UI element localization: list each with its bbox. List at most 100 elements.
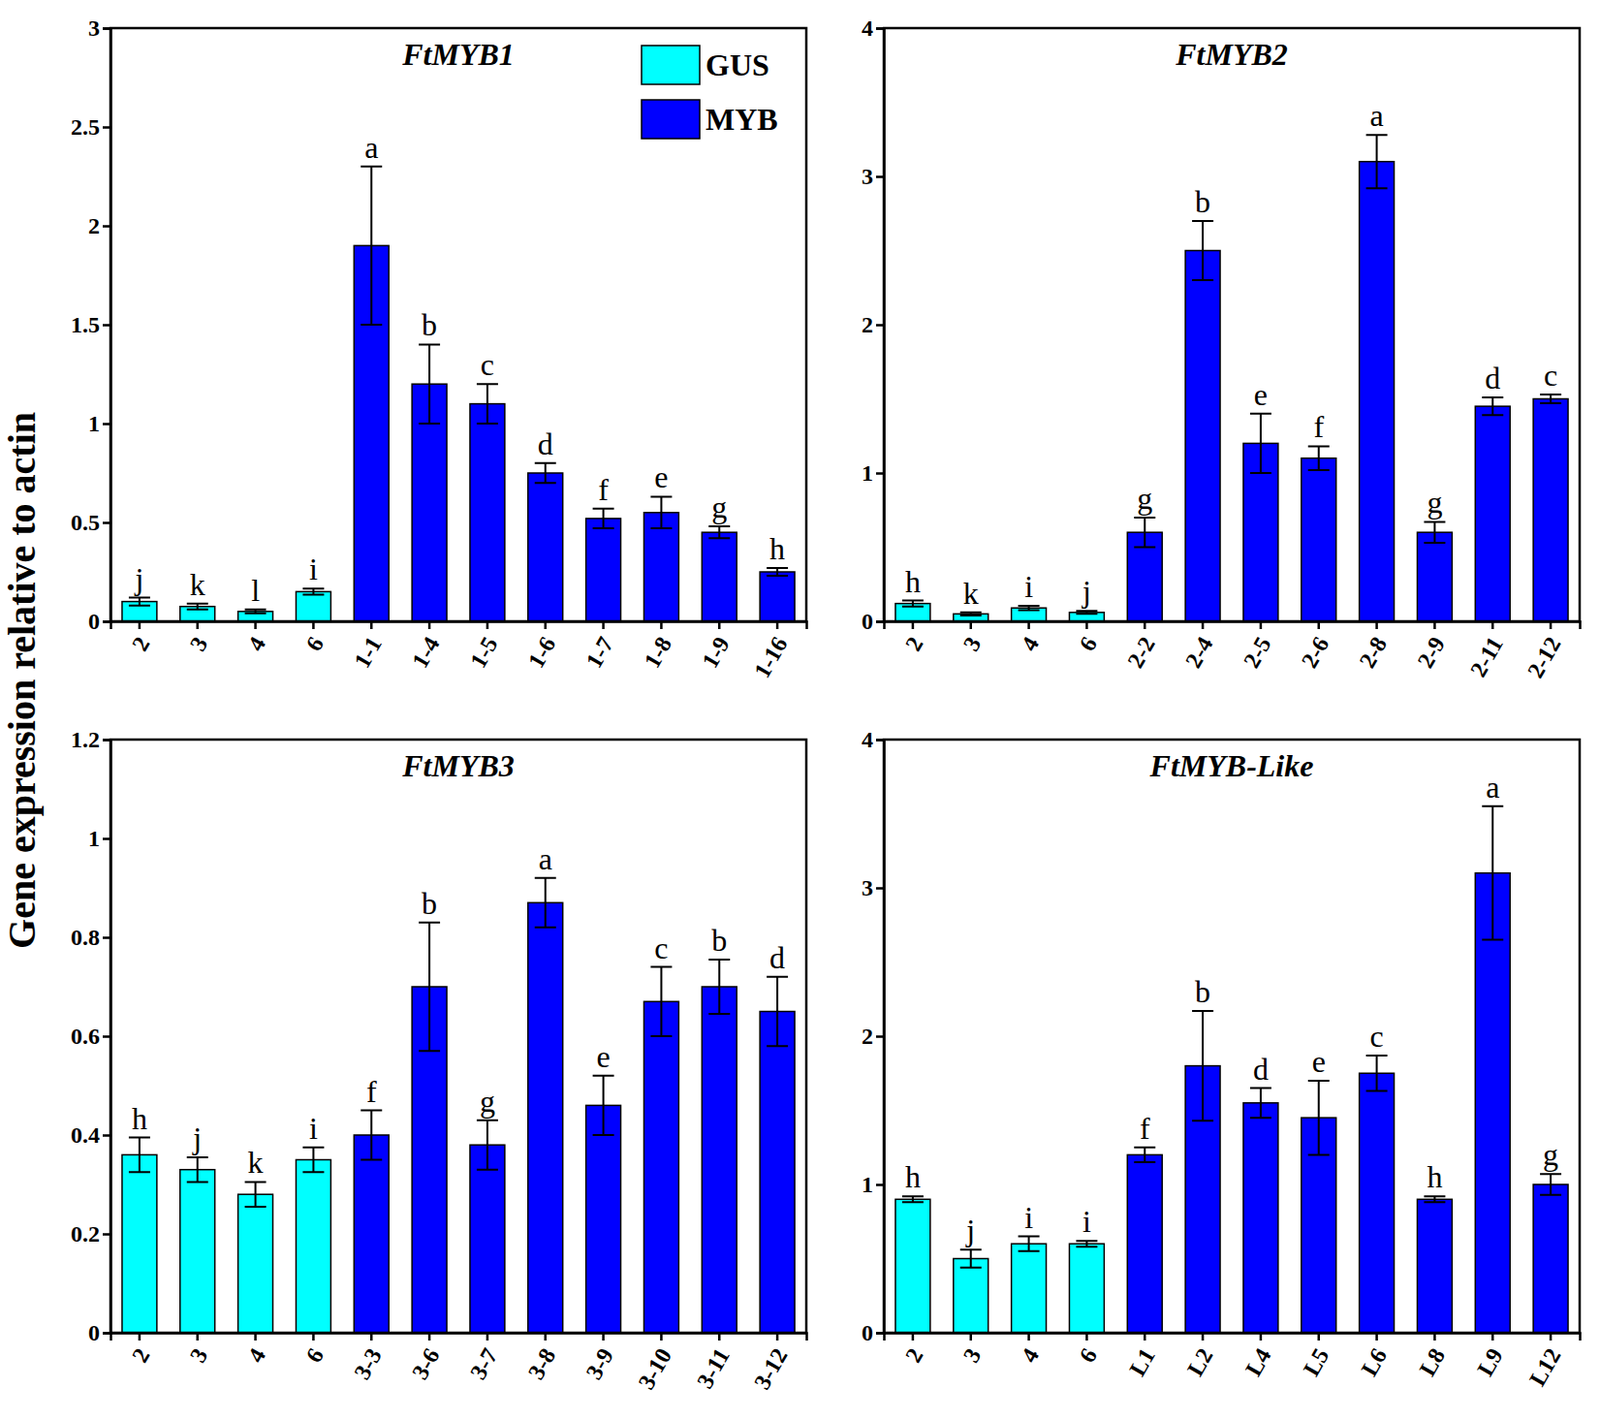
x-axis: 2346L1L2L4L5L6L8L9L12: [884, 1332, 1581, 1390]
y-tick: 0.5: [70, 509, 111, 535]
error-bar: [245, 1181, 267, 1207]
annotation: f: [1313, 408, 1324, 444]
annotation: i: [1024, 1199, 1034, 1235]
plot-frame: [883, 739, 1580, 1333]
annotation: i: [309, 1110, 318, 1146]
bar: [1243, 1102, 1279, 1333]
annotation: d: [1484, 360, 1501, 396]
plot-area: [895, 134, 1569, 622]
plot-area: [895, 806, 1569, 1333]
error-bar: [650, 967, 672, 1036]
bar: [759, 571, 795, 622]
tick-mark: [1143, 621, 1147, 629]
tick-mark: [102, 1331, 111, 1335]
chart-title: FtMYB2: [1174, 36, 1288, 72]
tick-label: 3: [185, 632, 214, 656]
tick-mark: [138, 621, 142, 629]
legend-swatch: [641, 99, 700, 139]
error-bar: [360, 1110, 382, 1161]
tick-label: 3: [861, 163, 874, 189]
annotation: j: [965, 1212, 975, 1248]
bar: [1011, 1243, 1047, 1333]
bar: [701, 986, 737, 1333]
bar: [295, 591, 331, 622]
x-tick: 2: [900, 621, 929, 656]
y-tick: 1.2: [70, 726, 111, 753]
x-tick: 4: [243, 621, 272, 656]
annotation: a: [1485, 769, 1500, 805]
bar: [643, 1001, 679, 1333]
error-bar: [1192, 220, 1214, 281]
tick-label: 0: [88, 608, 100, 634]
bar: [180, 1169, 216, 1333]
x-tick: 2: [126, 621, 156, 656]
error-bar: [534, 878, 557, 928]
annotation: g: [711, 489, 727, 525]
annotation: b: [711, 922, 727, 958]
bar: [1068, 1243, 1104, 1333]
y-axis-title: Gene expression relative to actin: [0, 411, 44, 949]
annotation: g: [1542, 1136, 1559, 1172]
error-bar: [902, 600, 924, 607]
tick-mark: [876, 738, 884, 742]
y-tick: 1: [88, 825, 111, 851]
y-tick: 2: [861, 1023, 884, 1049]
tick-label: 1: [88, 825, 100, 851]
error-bar: [1366, 1055, 1388, 1092]
tick-label: 3: [958, 1344, 987, 1367]
tick-mark: [876, 471, 884, 475]
tick-label: 2: [900, 632, 929, 656]
tick-label: 1-9: [696, 632, 735, 673]
legend-label: GUS: [705, 47, 770, 83]
tick-label: L9: [1472, 1344, 1508, 1381]
legend-item: GUS: [641, 45, 770, 85]
figure: jkliabcdfegh00.511.522.5323461-11-41-51-…: [0, 0, 1600, 1420]
bar: [895, 1198, 931, 1333]
y-tick: 0.6: [70, 1023, 111, 1049]
y-tick: 4: [861, 726, 884, 753]
annotation: d: [1253, 1051, 1269, 1087]
y-tick: 1: [88, 410, 111, 437]
tick-mark: [1085, 1332, 1089, 1341]
tick-mark: [911, 1332, 915, 1341]
tick-label: L8: [1413, 1344, 1450, 1381]
x-tick: 1-5: [465, 621, 503, 672]
tick-mark: [428, 1332, 432, 1341]
y-axis: 00.511.522.53: [70, 15, 112, 634]
x-tick: 1-16: [749, 621, 793, 683]
axis-line: [102, 29, 112, 623]
error-bar: [1133, 1147, 1156, 1162]
error-bar: [593, 1075, 615, 1135]
error-bar: [128, 1137, 151, 1173]
y-tick: 0.2: [70, 1221, 111, 1247]
error-bar: [1366, 134, 1388, 189]
tick-mark: [659, 1332, 663, 1341]
y-tick: 0: [88, 608, 111, 634]
tick-label: 1: [861, 1171, 874, 1197]
bar: [586, 1104, 622, 1333]
y-tick: 2: [861, 312, 884, 338]
annotation: c: [654, 930, 668, 966]
x-tick: 2: [126, 1332, 156, 1367]
panel: jkliabcdfegh00.511.522.5323461-11-41-51-…: [70, 15, 808, 683]
tick-mark: [1549, 621, 1553, 629]
tick-label: 1.2: [70, 726, 100, 753]
tick-label: 2: [88, 213, 100, 239]
chart-title: FtMYB1: [401, 36, 515, 72]
tick-mark: [102, 422, 111, 426]
x-tick: 1-7: [581, 621, 620, 672]
tick-mark: [102, 27, 111, 31]
error-bar: [766, 567, 788, 576]
annotation: e: [596, 1038, 610, 1074]
tick-mark: [253, 621, 257, 629]
annotation: d: [769, 940, 785, 975]
axis-line: [876, 29, 885, 623]
tick-label: 1-6: [523, 632, 562, 673]
tick-mark: [876, 1331, 884, 1335]
x-tick: 2-12: [1522, 621, 1567, 683]
tick-mark: [1491, 621, 1495, 629]
tick-label: 0.2: [70, 1221, 100, 1247]
error-bar: [476, 1120, 499, 1170]
tick-label: 1.5: [70, 312, 100, 338]
y-tick: 1: [861, 1171, 884, 1197]
